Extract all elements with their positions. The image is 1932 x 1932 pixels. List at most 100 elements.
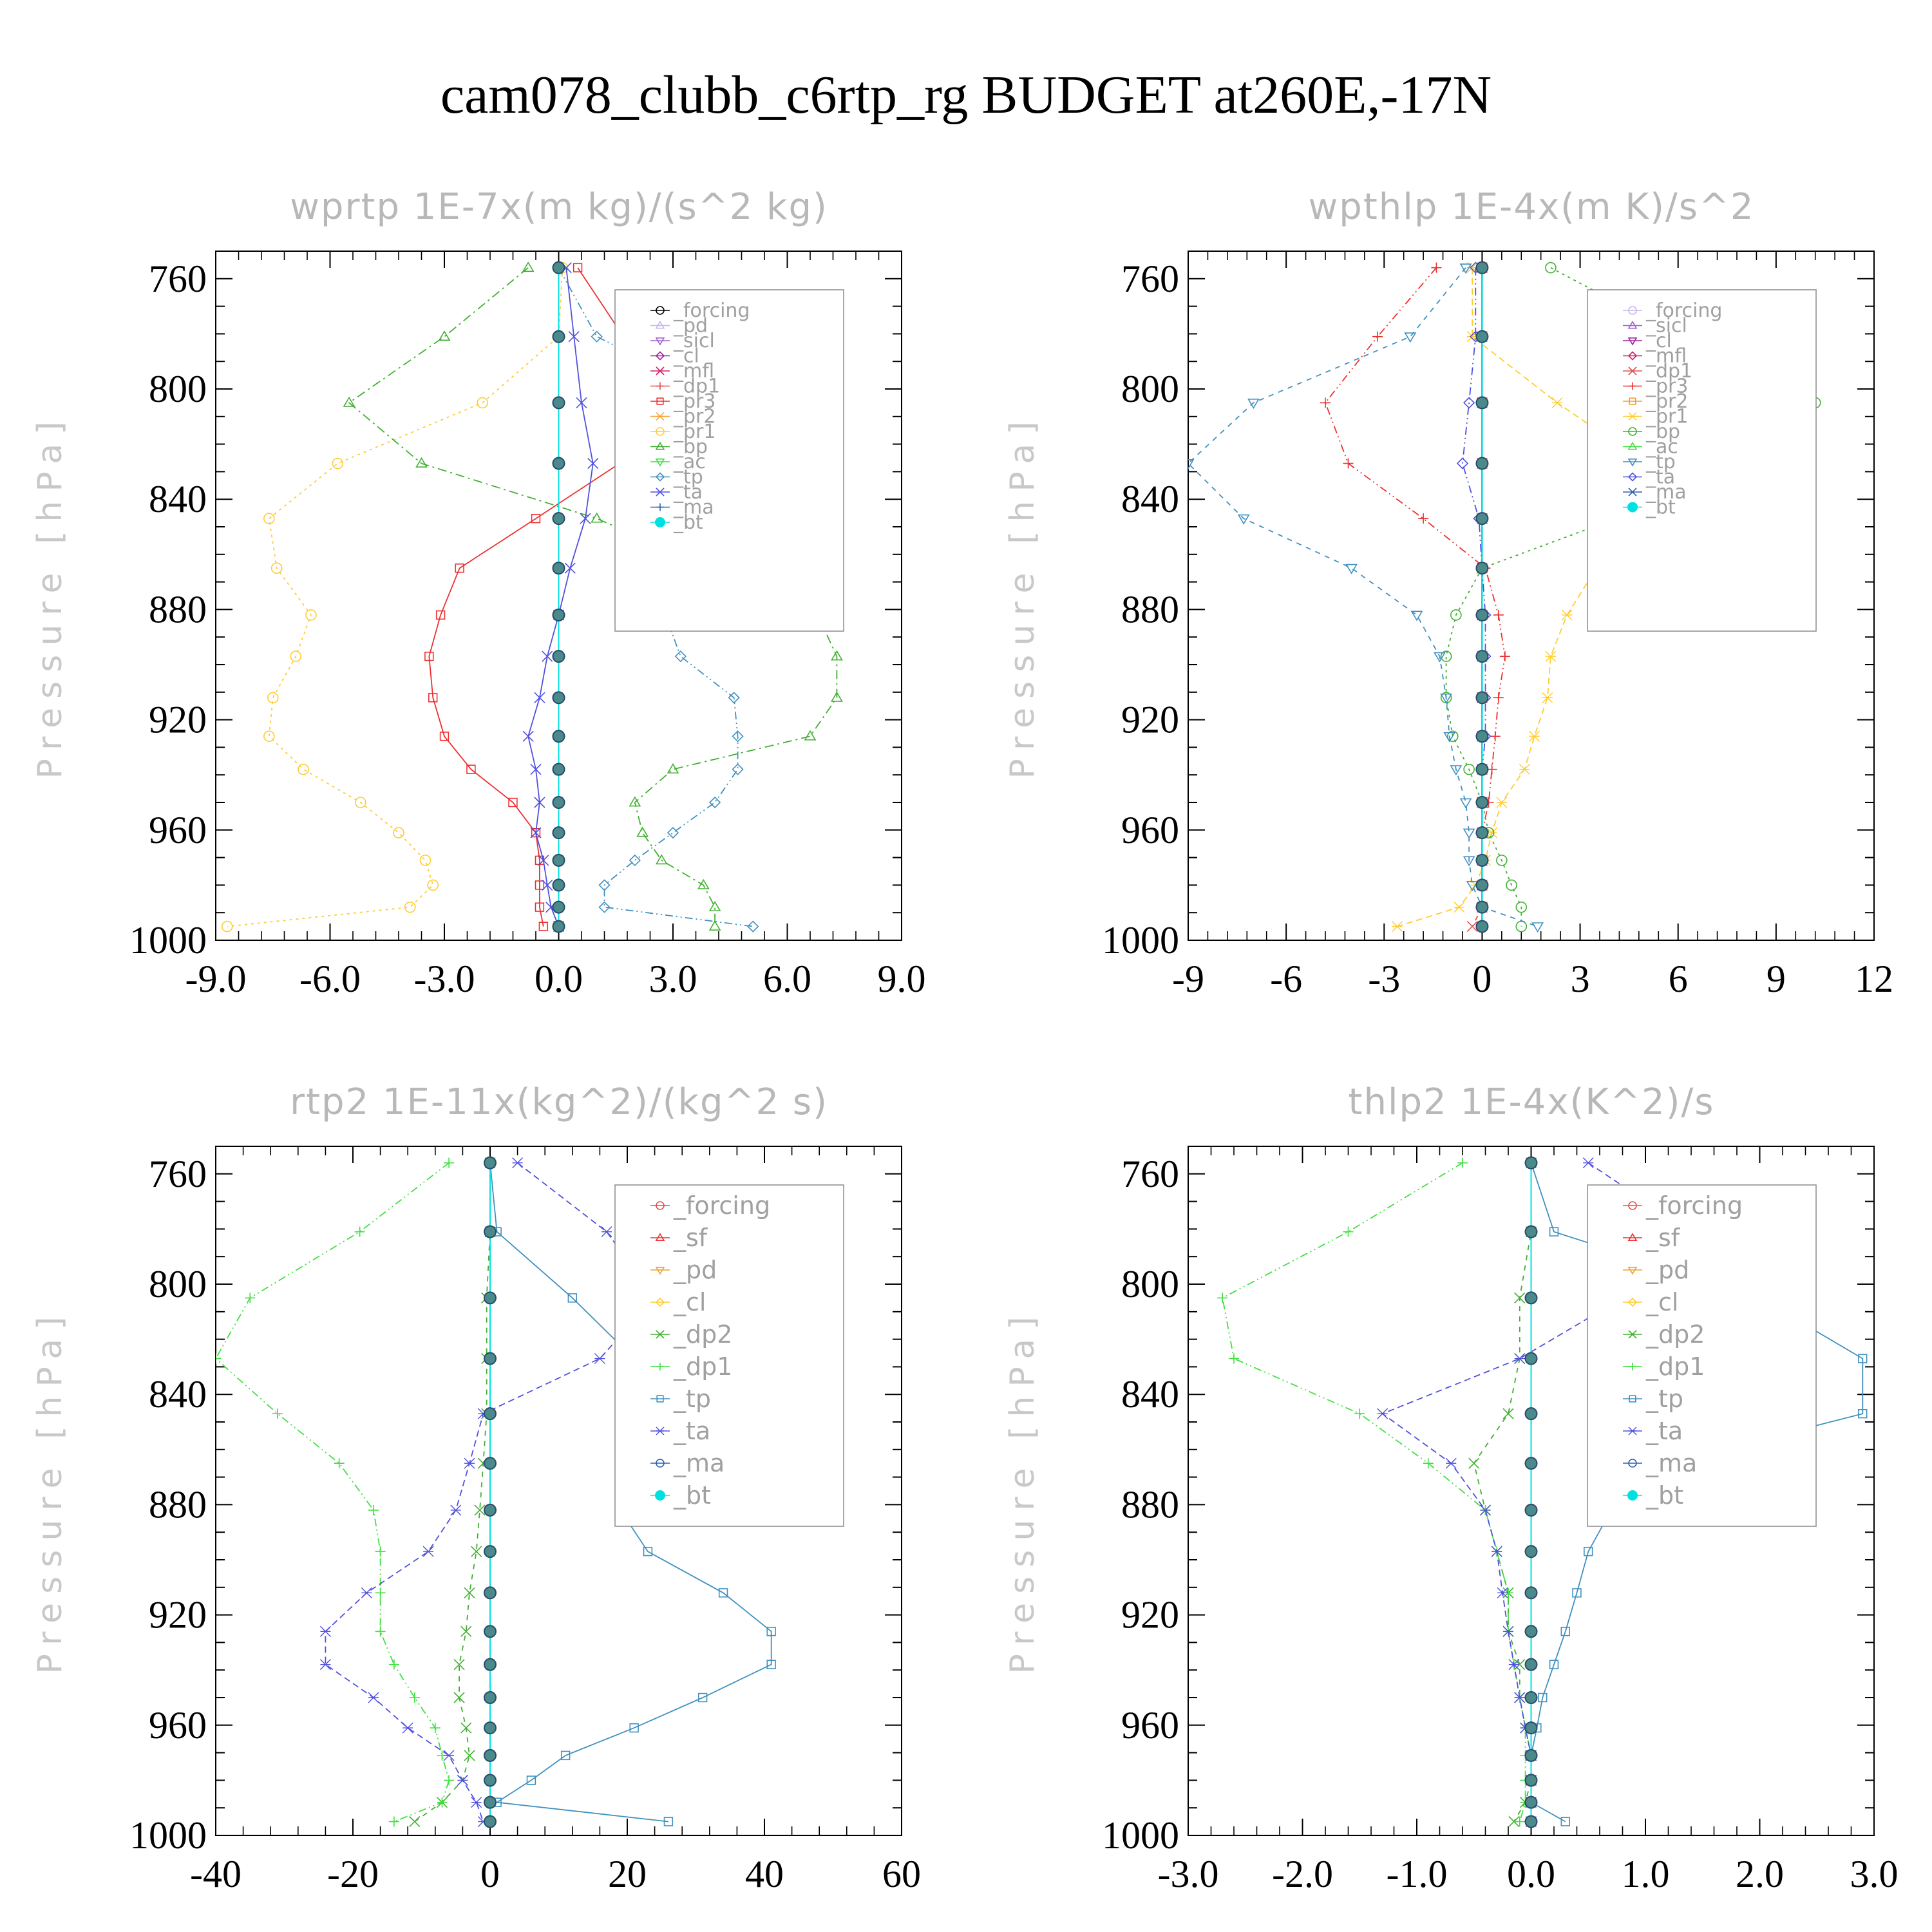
data-point <box>453 1692 465 1703</box>
zero-marker <box>484 1225 497 1238</box>
x-tick-label: 0 <box>480 1853 500 1895</box>
zero-marker <box>552 762 565 776</box>
legend-label: _forcing <box>673 299 750 322</box>
y-tick-label: 800 <box>149 1263 207 1305</box>
data-point <box>1480 1504 1491 1516</box>
data-point <box>334 1458 345 1469</box>
x-tick-label: 1.0 <box>1622 1853 1670 1895</box>
data-point <box>629 796 641 807</box>
data-point <box>1490 731 1501 742</box>
y-tick-label: 880 <box>149 1483 207 1526</box>
data-point <box>1450 609 1462 621</box>
zero-marker <box>1524 1407 1538 1421</box>
x-tick-label: 20 <box>608 1853 647 1895</box>
data-point <box>1551 397 1563 408</box>
data-point <box>422 1546 434 1557</box>
data-point <box>1450 765 1463 776</box>
data-point <box>535 880 545 890</box>
legend-box <box>1587 1184 1817 1527</box>
legend-label: _ta <box>673 481 703 504</box>
data-point <box>424 651 434 661</box>
legend-marker <box>655 459 665 467</box>
data-point <box>437 1797 448 1808</box>
data-point <box>542 879 553 891</box>
data-point <box>573 263 583 272</box>
data-point <box>1514 1353 1526 1365</box>
data-point <box>388 1659 399 1670</box>
panel-title: wpthlp 1E-4x(m K)/s^2 <box>1308 186 1754 228</box>
legend-marker <box>1627 1267 1638 1275</box>
zero-marker <box>1524 1586 1538 1600</box>
data-point <box>522 261 535 272</box>
legend-label: _ta <box>1645 466 1675 489</box>
data-point <box>534 692 545 703</box>
y-tick-label: 960 <box>1121 1704 1179 1747</box>
zero-marker <box>1475 650 1489 663</box>
data-point <box>319 1625 331 1637</box>
data-point <box>1456 457 1469 469</box>
legend-box <box>1587 289 1817 632</box>
data-point <box>1459 798 1472 809</box>
data-point <box>542 650 553 662</box>
legend-marker <box>1628 1201 1637 1210</box>
legend-marker <box>1627 351 1638 361</box>
data-point <box>245 1293 256 1303</box>
zero-marker <box>552 608 565 621</box>
data-point <box>354 1226 365 1237</box>
data-point <box>460 1722 472 1734</box>
y-tick-label: 1000 <box>129 1814 207 1857</box>
zero-marker <box>484 1748 497 1762</box>
legend-marker <box>1628 366 1637 375</box>
legend-marker <box>1629 1395 1636 1403</box>
data-point <box>1496 797 1508 808</box>
zero-marker <box>1475 826 1489 840</box>
zero-marker <box>1524 1156 1538 1170</box>
x-tick-label: 6 <box>1669 958 1688 1000</box>
zero-marker <box>1475 396 1489 410</box>
data-point <box>598 901 611 913</box>
data-point <box>404 901 416 913</box>
legend-label: _pr3 <box>673 390 715 413</box>
data-point <box>471 1546 482 1557</box>
data-point <box>1531 922 1544 933</box>
series-line-tp <box>489 1162 772 1823</box>
data-point <box>444 1775 455 1786</box>
zero-marker <box>484 1291 497 1305</box>
data-point <box>831 691 843 702</box>
y-axis-label: Pressure [hPa] <box>31 413 70 779</box>
x-tick-label: -9 <box>1172 958 1204 1000</box>
data-point <box>530 764 542 775</box>
legend-marker <box>1628 1330 1637 1339</box>
data-point <box>587 457 599 469</box>
zero-marker <box>552 562 565 575</box>
data-point <box>697 1692 708 1703</box>
zero-marker <box>1475 900 1489 914</box>
data-point <box>1463 763 1475 775</box>
chart-panel-2: wpthlp 1E-4x(m K)/s^2 Pressure [hPa] 760 80… <box>1003 186 1893 1000</box>
legend-label: _ac <box>1645 436 1678 459</box>
data-point <box>1247 399 1260 409</box>
data-point <box>1549 1660 1559 1669</box>
zero-marker <box>552 900 565 914</box>
legend-marker <box>1629 1363 1636 1370</box>
data-point <box>1493 609 1504 620</box>
data-point <box>1545 650 1557 662</box>
y-tick-label: 880 <box>1121 1483 1179 1526</box>
legend-label: _forcing <box>673 1191 770 1220</box>
data-point <box>1445 1457 1457 1469</box>
legend-label: _pd <box>673 315 708 337</box>
zero-marker <box>484 1625 497 1638</box>
legend-marker <box>1627 320 1638 329</box>
y-tick-label: 800 <box>1121 368 1179 410</box>
data-point <box>1217 1293 1228 1303</box>
series-line-dp2 <box>414 1162 491 1823</box>
data-point <box>663 1817 674 1826</box>
data-point <box>1858 1354 1868 1363</box>
x-tick-label: 12 <box>1855 958 1893 1000</box>
legend-marker <box>1627 441 1638 450</box>
legend-marker <box>1628 1426 1637 1435</box>
y-tick-label: 880 <box>1121 588 1179 630</box>
legend-label: _tp <box>673 466 703 489</box>
data-point <box>464 1587 475 1598</box>
x-tick-label: -20 <box>327 1853 379 1895</box>
